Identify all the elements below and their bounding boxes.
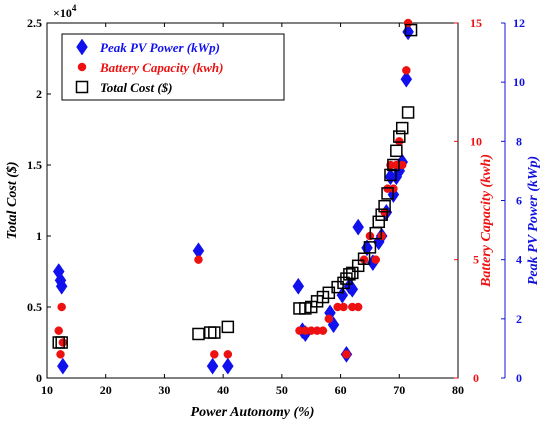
- y-left-tick-label: 0.5: [27, 300, 42, 314]
- legend-box: [61, 33, 285, 101]
- x-tick-label: 30: [158, 383, 170, 397]
- legend-label-pv: Peak PV Power (kWp): [100, 40, 220, 55]
- series-layer: [52, 18, 418, 375]
- x-tick-label: 10: [41, 383, 53, 397]
- data-point-cost: [369, 226, 383, 240]
- y-pv-tick-label: 8: [516, 134, 522, 148]
- data-point-pv: [352, 218, 364, 236]
- data-point-pv: [55, 277, 68, 295]
- data-point-cost: [404, 23, 418, 37]
- x-tick-label: 50: [276, 383, 288, 397]
- data-point-cost: [390, 144, 403, 158]
- legend-marker-cost: [75, 80, 89, 94]
- y-battery-tick-label: 5: [473, 253, 479, 267]
- data-point-cost: [401, 106, 415, 119]
- data-point-cost: [221, 320, 235, 334]
- data-point-battery: [210, 350, 219, 359]
- legend-layer: Peak PV Power (kWp) Battery Capacity (kwh…: [61, 33, 285, 101]
- data-point-battery: [318, 326, 328, 335]
- legend-entry-cost: Total Cost ($): [75, 80, 172, 95]
- x-tick-label: 40: [217, 383, 229, 397]
- legend-label-cost: Total Cost ($): [100, 80, 172, 95]
- data-point-cost: [372, 215, 385, 229]
- y-left-multiplier: ×104: [53, 3, 77, 20]
- y-pv-tick-label: 10: [513, 75, 525, 89]
- data-point-battery: [353, 302, 363, 312]
- data-point-battery: [54, 326, 63, 335]
- y-left-tick-label: 2: [36, 87, 42, 101]
- data-point-cost: [208, 326, 221, 339]
- legend-label-battery: Battery Capacity (kwh): [99, 60, 224, 75]
- data-point-battery: [324, 314, 334, 324]
- y-left-tick-label: 1: [36, 229, 42, 243]
- data-point-cost: [375, 208, 388, 221]
- data-point-battery: [402, 66, 411, 75]
- data-point-cost: [357, 252, 371, 265]
- y-left-multiplier-base: ×10: [53, 6, 72, 20]
- y-battery-tick-label: 0: [473, 371, 479, 385]
- data-point-pv: [292, 277, 305, 295]
- data-point-pv: [400, 70, 413, 88]
- y-pv-axis-title: Peak PV Power (kWp): [526, 156, 541, 285]
- data-point-cost: [343, 268, 356, 281]
- data-point-pv: [222, 357, 234, 375]
- data-point-cost: [192, 327, 205, 341]
- data-point-battery: [56, 350, 65, 359]
- data-point-cost: [395, 121, 409, 135]
- y-left-tick-label: 1.5: [27, 158, 42, 172]
- data-point-battery: [223, 350, 233, 359]
- legend-entry-pv: Peak PV Power (kWp): [76, 38, 220, 56]
- y-pv-tick-label: 6: [516, 194, 522, 208]
- y-battery-axis-title: Battery Capacity (kwh): [479, 154, 494, 288]
- x-axis-title: Power Autonomy (%): [191, 405, 315, 420]
- legend-entry-battery: Battery Capacity (kwh): [77, 60, 224, 75]
- y-left-axis-title: Total Cost ($): [5, 161, 20, 239]
- data-point-cost: [363, 241, 377, 254]
- y-pv-tick-label: 4: [516, 253, 522, 267]
- x-tick-label: 80: [452, 383, 464, 397]
- y-left-tick-label: 0: [36, 371, 42, 385]
- x-tick-label: 20: [100, 383, 112, 397]
- plot-frame: [46, 22, 459, 379]
- data-point-cost: [378, 199, 391, 213]
- data-point-cost: [387, 158, 400, 172]
- data-point-cost: [393, 130, 406, 143]
- data-point-battery: [57, 302, 66, 312]
- y-battery-tick-label: 10: [470, 134, 482, 148]
- y-pv-tick-label: 2: [516, 312, 522, 326]
- y-left-multiplier-exponent: 4: [72, 3, 77, 13]
- data-point-cost: [381, 187, 394, 200]
- y-pv-tick-label: 12: [513, 16, 525, 30]
- y-left-tick-label: 2.5: [27, 16, 42, 30]
- data-point-battery: [194, 255, 203, 264]
- data-point-battery: [371, 255, 381, 264]
- data-point-battery: [342, 350, 351, 359]
- y-pv-tick-label: 0: [516, 371, 522, 385]
- data-point-pv: [57, 357, 69, 375]
- data-point-pv: [206, 357, 219, 375]
- legend-marker-pv: [76, 38, 88, 56]
- x-tick-label: 60: [335, 383, 347, 397]
- data-point-battery: [339, 302, 348, 312]
- x-tick-label: 70: [393, 383, 405, 397]
- y-battery-tick-label: 15: [470, 16, 482, 30]
- data-point-cost: [55, 336, 68, 349]
- data-point-cost: [384, 168, 397, 182]
- legend-marker-battery: [77, 62, 87, 72]
- series-cost: [52, 23, 418, 349]
